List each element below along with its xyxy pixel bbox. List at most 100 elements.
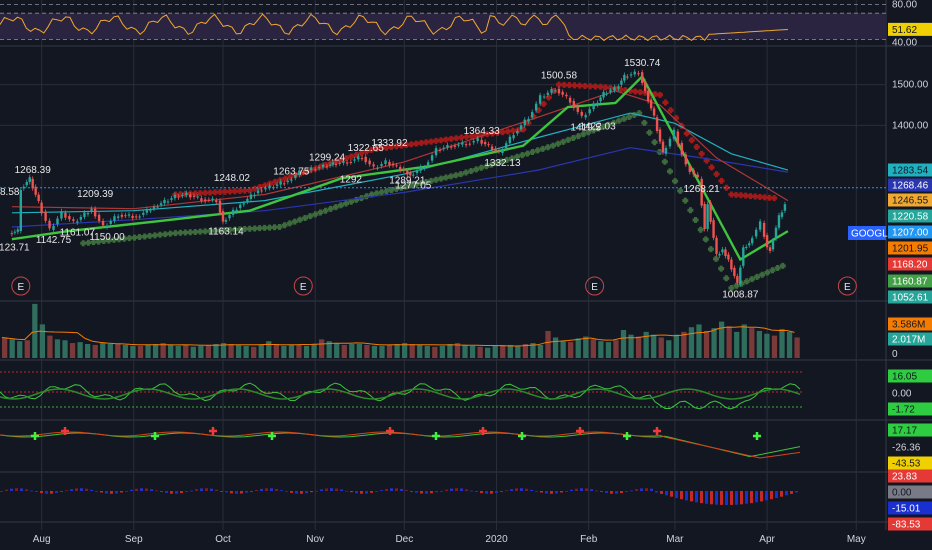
volume-bar <box>183 344 189 358</box>
earnings-marker-icon <box>293 276 313 296</box>
support-marker <box>539 145 546 152</box>
osc3-bar <box>615 491 618 494</box>
osc3-bar <box>710 491 713 505</box>
candle-body <box>286 180 290 183</box>
osc3-bar <box>275 489 278 491</box>
volume-bar <box>417 344 423 358</box>
osc3-bar <box>5 489 8 491</box>
volume-bar <box>235 344 242 358</box>
osc3-bar <box>720 491 723 505</box>
candle-body <box>457 144 460 146</box>
volume-bar <box>349 344 355 358</box>
resistance-marker <box>272 178 279 185</box>
osc2-cross-marker <box>576 427 584 435</box>
candle-body <box>633 71 636 75</box>
osc3-bar <box>310 491 313 493</box>
price-annotation: 1500.58 <box>541 70 578 81</box>
osc3-bar <box>670 491 673 497</box>
osc3-bar <box>305 491 308 494</box>
candle-body <box>412 174 415 176</box>
support-marker <box>672 178 679 185</box>
volume-bar <box>288 344 295 358</box>
osc1-tag-bg <box>888 386 932 400</box>
support-marker <box>570 135 577 142</box>
candle-body <box>565 94 568 97</box>
candle-body <box>72 219 75 221</box>
rsi-line <box>0 13 788 42</box>
support-marker <box>687 207 694 214</box>
candle-body <box>345 162 349 164</box>
osc3-bar <box>690 491 693 502</box>
ma-blue-line <box>11 147 788 228</box>
symbol-badge: GOOGL <box>851 229 888 240</box>
resistance-marker <box>693 144 700 151</box>
support-marker <box>468 167 475 174</box>
candle-body <box>661 141 665 153</box>
osc3-bar <box>465 489 468 491</box>
price-annotation: 1123.71 <box>0 243 30 254</box>
candle-body <box>613 87 616 91</box>
support-marker <box>302 214 309 221</box>
resistance-marker <box>657 91 664 98</box>
candle-body <box>700 178 703 206</box>
resistance-marker <box>453 135 460 142</box>
candle-body <box>739 267 742 285</box>
candle-body <box>406 170 409 175</box>
volume-bar <box>130 345 136 358</box>
candle-body <box>692 170 695 175</box>
support-marker <box>322 207 329 214</box>
candle-body <box>572 100 576 109</box>
resistance-marker <box>442 136 449 143</box>
rsi-value-tag: 51.62 <box>892 25 917 36</box>
osc3-bar <box>620 491 623 494</box>
candle-body <box>557 88 561 94</box>
support-marker <box>276 224 283 230</box>
support-marker <box>621 115 628 122</box>
candle-body <box>13 231 17 233</box>
volume-bar <box>620 330 627 358</box>
candle-body <box>434 148 438 156</box>
volume-bar <box>741 324 747 358</box>
volume-bar <box>107 344 113 358</box>
osc2-tag-bg <box>888 423 932 437</box>
resistance-marker <box>312 165 319 172</box>
osc3-bar <box>95 491 98 492</box>
candle-body <box>554 90 557 92</box>
candle-body <box>256 190 260 194</box>
osc3-bar <box>315 490 318 492</box>
osc3-bar <box>765 491 768 501</box>
support-marker <box>580 131 587 138</box>
osc2-cross-marker <box>151 432 159 440</box>
candle-body <box>715 237 718 254</box>
volume-bar <box>326 341 332 358</box>
rsi-axis-tick: 40.00 <box>892 38 917 49</box>
candle-body <box>109 220 112 224</box>
resistance-marker <box>363 148 370 155</box>
osc3-bar <box>570 489 573 491</box>
volume-bar <box>666 340 672 358</box>
osc2-tag: -43.53 <box>892 459 921 470</box>
osc1-line <box>0 382 801 410</box>
osc3-bar <box>515 488 518 491</box>
candle-body <box>721 249 724 253</box>
candle-body <box>215 200 218 203</box>
osc3-bar <box>655 491 658 493</box>
support-marker <box>550 142 557 149</box>
candle-body <box>64 212 67 218</box>
osc3-bar <box>185 491 188 492</box>
volume-bar <box>371 345 378 358</box>
support-marker <box>646 129 653 136</box>
support-marker <box>503 156 510 163</box>
osc3-bar <box>625 491 628 492</box>
osc2-cross-marker <box>653 427 661 435</box>
candle-body <box>309 167 313 171</box>
candle-body <box>497 150 501 152</box>
candle-body <box>142 212 145 215</box>
candle-body <box>706 204 709 230</box>
candle-body <box>730 259 733 270</box>
volume-bar <box>160 343 166 358</box>
volume-bar <box>100 343 106 358</box>
earnings-marker-label: E <box>17 282 24 293</box>
earnings-marker-label: E <box>844 282 851 293</box>
